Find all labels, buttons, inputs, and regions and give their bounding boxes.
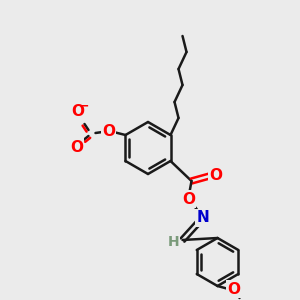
Text: O: O <box>71 103 84 118</box>
Text: −: − <box>78 100 89 112</box>
Text: H: H <box>168 235 179 249</box>
Text: O: O <box>227 281 240 296</box>
Text: O: O <box>70 140 83 154</box>
Text: O: O <box>102 124 115 140</box>
Text: N: N <box>196 211 209 226</box>
Text: O: O <box>209 169 222 184</box>
Text: O: O <box>182 191 195 206</box>
